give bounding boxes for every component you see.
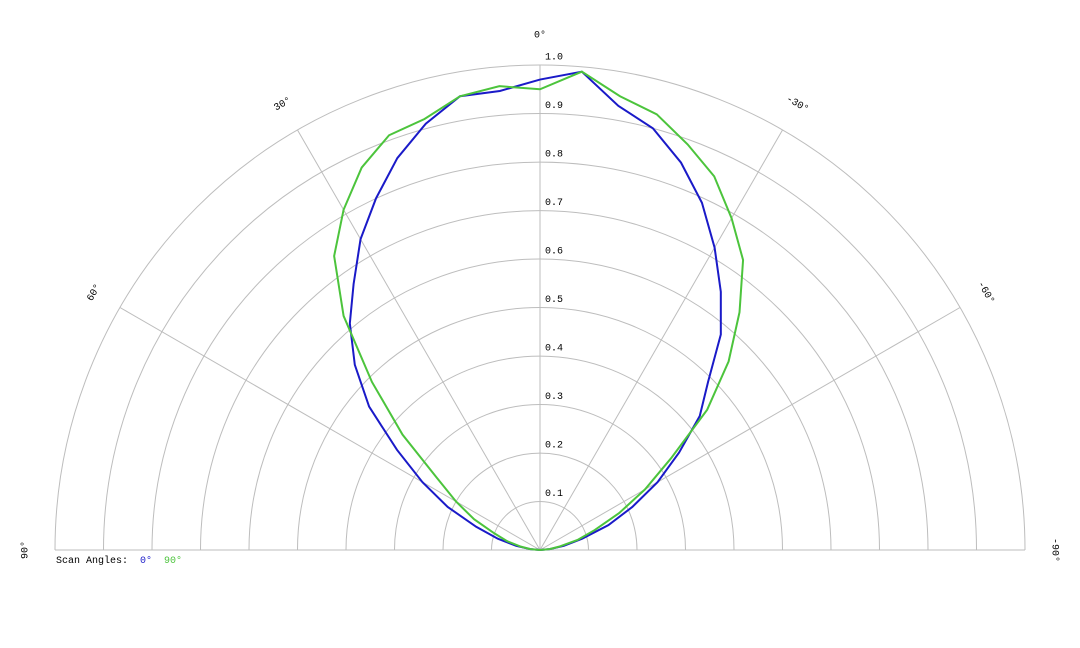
legend: Scan Angles: 0° 90° (56, 555, 182, 567)
r-tick-label: 0.9 (545, 101, 563, 112)
r-tick-label: 0.7 (545, 198, 563, 209)
angle-label: 90° (20, 541, 32, 559)
r-tick-label: 1.0 (545, 53, 563, 64)
angle-label: 0° (534, 30, 546, 42)
r-tick-label: 0.3 (545, 392, 563, 403)
angle-label: 30° (272, 95, 294, 114)
r-tick-label: 0.4 (545, 344, 563, 355)
legend-entry: 0° (140, 555, 152, 567)
r-tick-label: 0.1 (545, 489, 563, 500)
r-tick-label: 0.5 (545, 295, 563, 306)
grid-spoke (297, 129, 541, 551)
legend-title: Scan Angles: (56, 555, 128, 567)
series-line (348, 70, 722, 551)
legend-entry: 90° (164, 555, 182, 567)
r-tick-label: 0.6 (545, 247, 563, 258)
r-tick-label: 0.8 (545, 150, 563, 161)
angle-label: 60° (85, 282, 104, 304)
angle-label: -30° (784, 93, 811, 115)
grid-spoke (539, 129, 783, 551)
r-tick-label: 0.2 (545, 441, 563, 452)
grid-spoke (539, 307, 961, 551)
series-line (333, 70, 745, 551)
angle-label: -90° (1048, 538, 1060, 562)
grid-spoke (119, 307, 541, 551)
angle-label: -60° (974, 279, 996, 306)
